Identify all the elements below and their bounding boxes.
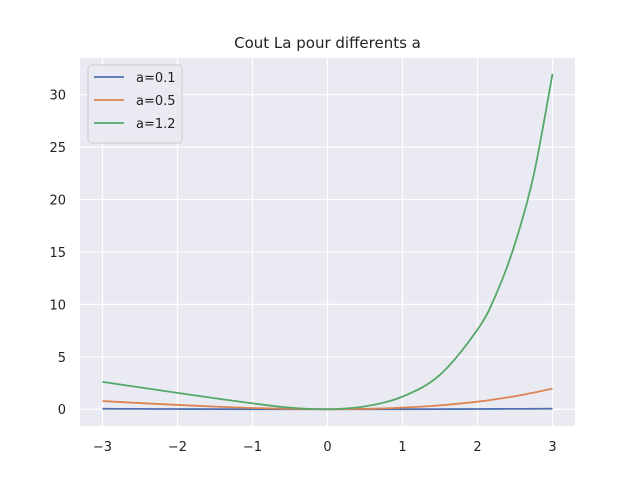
y-tick-label: 15 <box>49 246 66 261</box>
y-tick-label: 5 <box>58 351 66 366</box>
series-line-3 <box>102 73 554 411</box>
x-tick-label: −3 <box>93 440 112 455</box>
y-tick-label: 30 <box>49 89 66 104</box>
series-layer <box>102 73 554 411</box>
x-tick-label: −2 <box>168 440 187 455</box>
y-tick-label: 10 <box>49 298 66 313</box>
y-tick-label: 25 <box>49 141 66 156</box>
x-tick-label: 1 <box>398 440 406 455</box>
y-tick-label: 20 <box>49 194 66 209</box>
x-tick-label: 3 <box>548 440 556 455</box>
x-tick-label: 0 <box>323 440 331 455</box>
legend[interactable]: a=0.1 a=0.5 a=1.2 <box>87 64 183 144</box>
x-tick-label: −1 <box>243 440 262 455</box>
y-tick-label: 0 <box>58 403 66 418</box>
legend-label: a=0.1 <box>136 71 176 86</box>
legend-label: a=1.2 <box>136 117 176 132</box>
chart-title: Cout La pour differents a <box>234 34 421 52</box>
legend-label: a=0.5 <box>136 94 176 109</box>
x-tick-label: 2 <box>473 440 481 455</box>
series-line-2 <box>102 387 553 411</box>
